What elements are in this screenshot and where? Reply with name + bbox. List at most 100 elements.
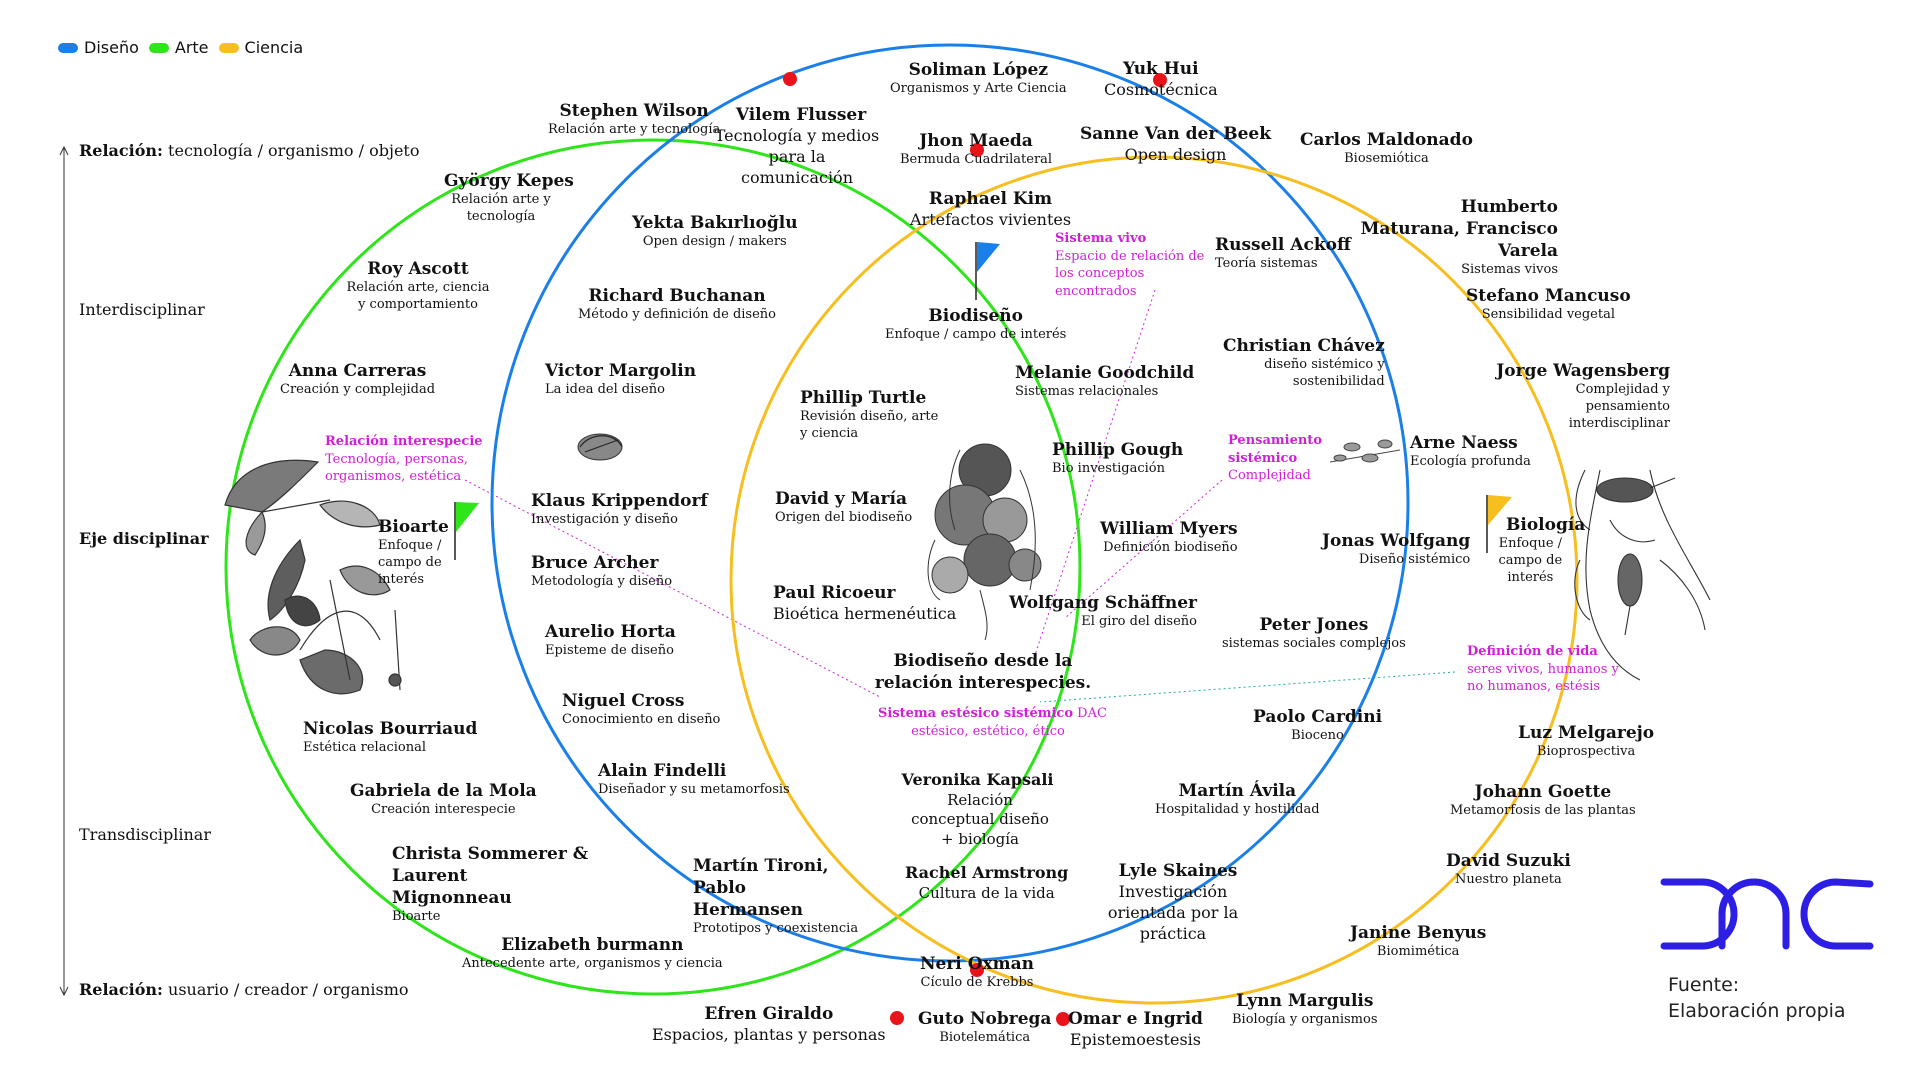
node-desc: Teoría sistemas [1215,256,1351,273]
node-name: Anna Carreras [280,360,435,382]
node-name: Jonas Wolfgang [1322,530,1470,552]
annotation-text: seres vivos, humanos y no humanos, estés… [1467,661,1637,696]
node-peter-jones: Peter Jones sistemas sociales complejos [1222,614,1406,653]
annotation-sistema-vivo: Sistema vivo Espacio de relación de los … [1055,230,1220,300]
node-phillip-gough: Phillip Gough Bio investigación [1052,439,1183,478]
node-yekta: Yekta Bakırlıoğlu Open design / makers [632,212,798,251]
node-desc: Diseñador y su metamorfosis [598,782,790,799]
node-guto-nobrega: Guto Nobrega Biotelemática [918,1008,1051,1047]
node-name: Lyle Skaines [1088,860,1268,882]
intersection-dot [890,1011,904,1025]
node-name: Stefano Mancuso [1466,285,1631,307]
node-paolo-cardini: Paolo Cardini Bioceno [1253,706,1382,745]
node-neri-oxman: Neri Oxman Cículo de Krebbs [920,953,1034,992]
axis-trans-label: Transdisciplinar [79,825,211,844]
source-line-2: Elaboración propia [1668,999,1846,1025]
center-title-text: Biodiseño desde la relación interespecie… [868,650,1098,694]
node-desc: Conocimiento en diseño [562,712,720,729]
legend: Diseño Arte Ciencia [58,38,313,57]
node-name: Jorge Wagensberg [1495,360,1670,382]
node-name: Phillip Gough [1052,439,1183,461]
node-richard-buchanan: Richard Buchanan Método y definición de d… [578,285,776,324]
connector-definicion-vida [1040,672,1455,702]
node-christian-chavez: Christian Chávez diseño sistémico y soste… [1223,335,1385,391]
node-gabriela-de-la-mola: Gabriela de la Mola Creación interespecie [350,780,537,819]
node-name: György Kepes [444,170,574,192]
axis-inter-label: Interdisciplinar [79,300,205,319]
node-name: Carlos Maldonado [1300,129,1473,151]
node-name: Roy Ascott [343,258,493,280]
node-name: Alain Findelli [598,760,790,782]
node-desc: diseño sistémico y sostenibilidad [1255,357,1385,391]
legend-swatch [58,43,78,53]
node-desc: Bio investigación [1052,461,1183,478]
node-desc: La idea del diseño [545,382,696,399]
axis-bottom-label: Relación: usuario / creador / organismo [79,980,409,999]
node-desc: Tecnología y medios para la comunicación [712,126,882,188]
node-name: Niguel Cross [562,690,720,712]
butterfly-plant-illustration [225,460,401,693]
annotation-text: estésico, estético, ético [878,723,1098,741]
node-desc: Enfoque / campo de interés [1475,536,1585,587]
node-name: Johann Goette [1450,781,1636,803]
node-janine-benyus: Janine Benyus Biomimética [1350,922,1486,961]
node-stephen-wilson: Stephen Wilson Relación arte y tecnología [548,100,720,139]
node-niguel-cross: Niguel Cross Conocimiento en diseño [562,690,720,729]
node-desc: Relación arte, ciencia y comportamiento [343,280,493,314]
node-name: Klaus Krippendorf [531,490,708,512]
node-desc: Enfoque / campo de interés [378,538,488,589]
node-sanne-van-der-beek: Sanne Van der Beek Open design [1080,123,1271,166]
annotation-head: Sistema estésico sistémico [878,706,1073,721]
legend-item-arte: Arte [149,38,209,57]
node-desc: Epistemoestesis [1068,1030,1203,1051]
axis-top-bold: Relación: [79,141,163,160]
node-name: Martín Ávila [1155,780,1320,802]
node-name: Soliman López [890,59,1067,81]
node-name: Wolfgang Schäffner [1009,592,1197,614]
node-name: Rachel Armstrong [905,863,1068,884]
node-phillip-turtle: Phillip Turtle Revisión diseño, arte y ci… [800,387,940,443]
node-desc: Bioprospectiva [1518,744,1654,761]
node-christa-laurent: Christa Sommerer & Laurent Mignonneau Bio… [392,843,592,926]
node-desc: Revisión diseño, arte y ciencia [800,409,940,443]
axis-bottom-rest: usuario / creador / organismo [163,980,409,999]
node-russell-ackoff: Russell Ackoff Teoría sistemas [1215,234,1351,273]
node-name: Omar e Ingrid [1068,1008,1203,1030]
node-name: Biología [1466,514,1585,536]
node-name: William Myers [1100,518,1238,540]
node-name: Bioarte [378,516,488,538]
node-name: Sanne Van der Beek [1080,123,1271,145]
node-desc: Diseño sistémico [1322,552,1470,569]
node-name: Bruce Archer [531,552,672,574]
node-victor-margolin: Victor Margolin La idea del diseño [545,360,696,399]
node-desc: Sensibilidad vegetal [1466,307,1631,324]
node-name: Melanie Goodchild [1015,362,1194,384]
annotation-head: Relación interespecie [325,433,483,451]
node-desc: Biomimética [1350,944,1486,961]
legend-item-diseno: Diseño [58,38,139,57]
node-desc: Espacios, plantas y personas [652,1025,886,1046]
node-name: Lynn Margulis [1232,990,1378,1012]
node-name: Nicolas Bourriaud [303,718,477,740]
node-wolfgang-schaffner: Wolfgang Schäffner El giro del diseño [1009,592,1197,631]
node-desc: Nuestro planeta [1446,872,1571,889]
legend-label: Diseño [84,38,139,57]
legend-swatch [149,43,169,53]
node-desc: Sistemas relacionales [1015,384,1194,401]
annotation-relacion-interespecie: Relación interespecie Tecnología, person… [325,433,483,486]
node-desc: Método y definición de diseño [578,307,776,324]
node-jonas-wolfgang: Jonas Wolfgang Diseño sistémico [1322,530,1470,569]
node-name: Stephen Wilson [548,100,720,122]
node-rachel-armstrong: Rachel Armstrong Cultura de la vida [905,863,1068,903]
node-desc: Cultura de la vida [905,884,1068,904]
node-lyle-skaines: Lyle Skaines Investigación orientada por … [1088,860,1268,944]
node-name: Phillip Turtle [800,387,940,409]
node-bruce-archer: Bruce Archer Metodología y diseño [531,552,672,591]
node-name: Yuk Hui [1104,58,1218,80]
node-desc: Relación arte y tecnología [548,122,720,139]
node-efren-giraldo: Efren Giraldo Espacios, plantas y persona… [652,1003,886,1046]
node-name: David y María [775,488,912,510]
node-stefano-mancuso: Stefano Mancuso Sensibilidad vegetal [1466,285,1631,324]
node-desc: Definición biodiseño [1100,540,1238,557]
